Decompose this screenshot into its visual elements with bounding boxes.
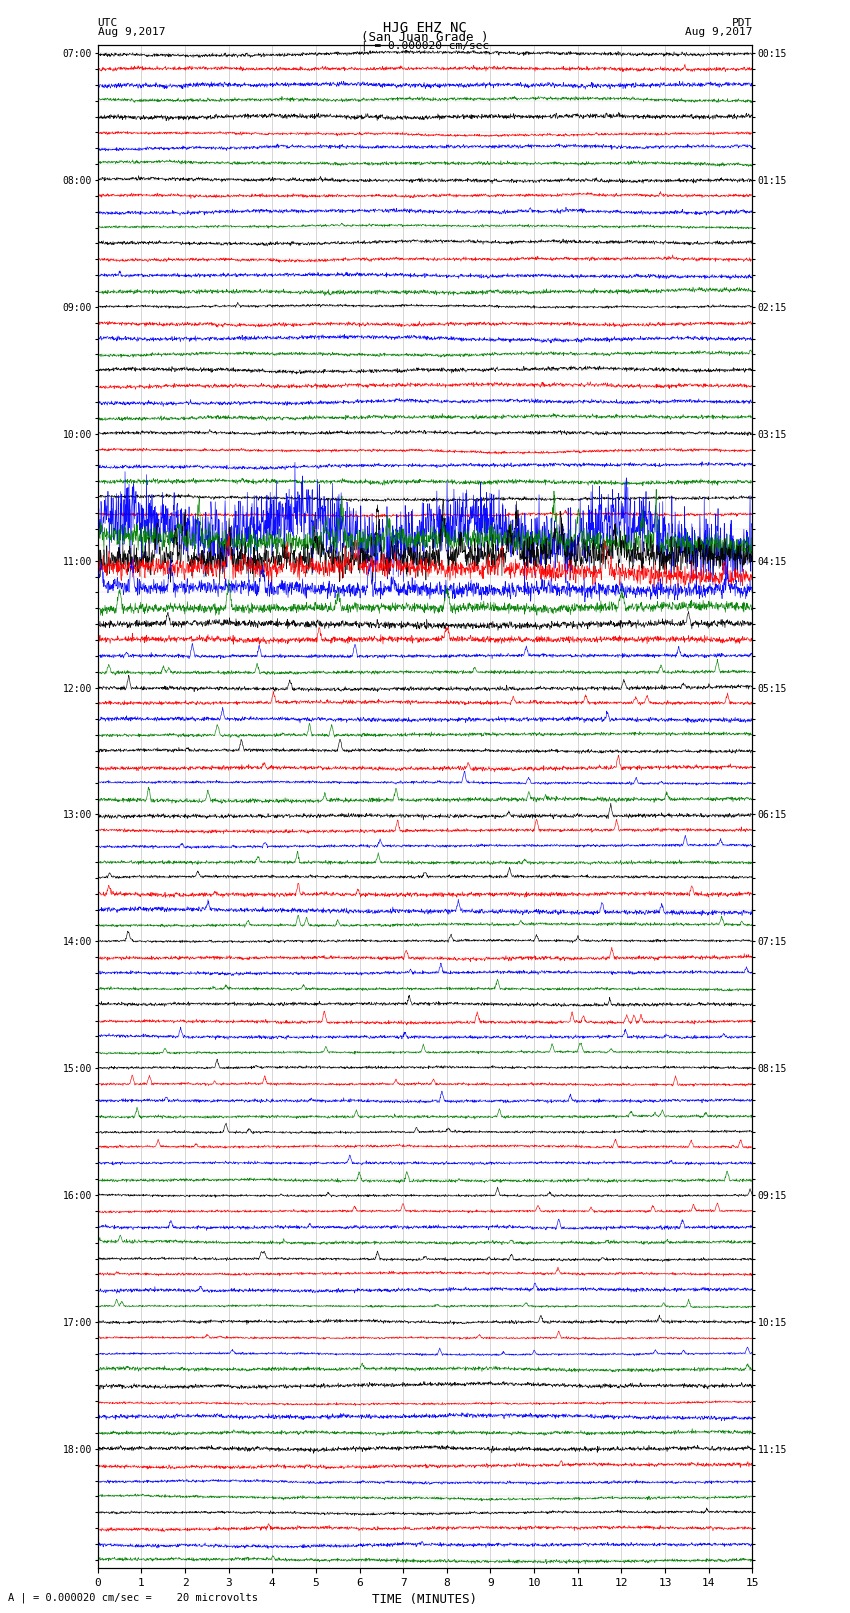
Text: | = 0.000020 cm/sec: | = 0.000020 cm/sec [361,40,489,52]
Text: Aug 9,2017: Aug 9,2017 [98,27,165,37]
Text: Aug 9,2017: Aug 9,2017 [685,27,752,37]
Text: PDT: PDT [732,18,752,27]
Text: A | = 0.000020 cm/sec =    20 microvolts: A | = 0.000020 cm/sec = 20 microvolts [8,1592,258,1603]
Text: (San Juan Grade ): (San Juan Grade ) [361,31,489,44]
X-axis label: TIME (MINUTES): TIME (MINUTES) [372,1594,478,1607]
Text: HJG EHZ NC: HJG EHZ NC [383,21,467,35]
Text: UTC: UTC [98,18,118,27]
